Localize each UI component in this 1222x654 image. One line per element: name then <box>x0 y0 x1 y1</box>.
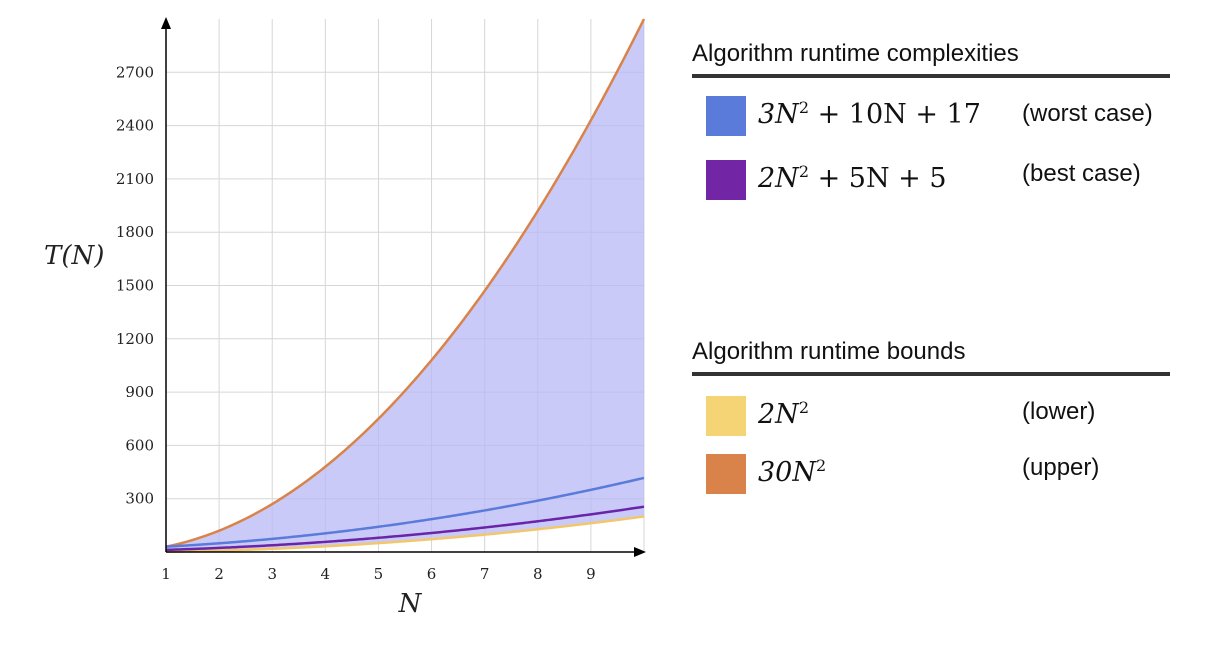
legend-item-upper: 30N2 (upper) <box>692 444 1170 502</box>
y-tick-label: 2700 <box>116 63 154 81</box>
y-axis-label: T(N) <box>44 241 104 271</box>
formula-exponent: 2 <box>815 456 827 475</box>
y-tick-label: 900 <box>125 383 154 401</box>
series-line-3n-2-10n-17 <box>165 476 645 548</box>
legend-heading-bounds: Algorithm runtime bounds <box>692 338 1170 376</box>
y-tick-label: 300 <box>125 490 154 508</box>
y-tick-label: 1500 <box>116 277 154 295</box>
y-tick-label: 2400 <box>116 117 154 135</box>
formula-text: 3N <box>758 99 799 130</box>
lower-bound-swatch <box>706 396 746 436</box>
y-tick-label: 600 <box>125 436 154 454</box>
y-tick-label: 1800 <box>116 223 154 241</box>
worst-case-formula: 3N2 + 10N + 17 <box>758 98 981 130</box>
x-tick-label: 9 <box>586 565 596 583</box>
formula-text: 2N <box>758 399 799 430</box>
upper-bound-note: (upper) <box>1022 454 1100 481</box>
legend-item-best-case: 2N2 + 5N + 5 (best case) <box>692 146 1170 204</box>
formula-text: 30N <box>758 457 816 488</box>
worst-case-note: (worst case) <box>1022 100 1153 127</box>
legend-heading-complexities: Algorithm runtime complexities <box>692 40 1170 78</box>
lower-bound-formula: 2N2 <box>758 398 809 430</box>
series-line-2n-2-5n-5 <box>165 505 645 552</box>
legend-bounds: Algorithm runtime bounds 2N2 (lower) 30N… <box>692 338 1170 502</box>
worst-case-swatch <box>706 96 746 136</box>
x-tick-label: 1 <box>161 565 171 583</box>
bounds-shaded-region <box>166 19 644 552</box>
x-tick-label: 5 <box>374 565 384 583</box>
upper-bound-formula: 30N2 <box>758 456 826 488</box>
series-line-30n-2 <box>165 18 646 548</box>
x-tick-label: 8 <box>533 565 543 583</box>
x-axis-label: N <box>398 589 423 619</box>
axes <box>161 17 646 557</box>
x-tick-label: 6 <box>427 565 437 583</box>
legend-item-worst-case: 3N2 + 10N + 17 (worst case) <box>692 88 1170 146</box>
y-tick-label: 2100 <box>116 170 154 188</box>
formula-exponent: 2 <box>798 398 809 417</box>
series-line-2n-2 <box>165 515 645 553</box>
best-case-formula: 2N2 + 5N + 5 <box>758 162 947 194</box>
legend-item-lower: 2N2 (lower) <box>692 386 1170 444</box>
x-tick-label: 2 <box>214 565 224 583</box>
x-tick-label: 7 <box>480 565 490 583</box>
series-lines <box>165 18 646 553</box>
best-case-swatch <box>706 160 746 200</box>
formula-text: + 5N + 5 <box>809 163 947 194</box>
legend-complexities: Algorithm runtime complexities 3N2 + 10N… <box>692 40 1170 204</box>
formula-text: + 10N + 17 <box>809 99 981 130</box>
y-tick-label: 1200 <box>116 330 154 348</box>
x-tick-label: 3 <box>267 565 277 583</box>
upper-bound-swatch <box>706 454 746 494</box>
x-axis-arrow <box>634 547 646 557</box>
formula-exponent: 2 <box>798 162 809 181</box>
best-case-note: (best case) <box>1022 160 1141 187</box>
tick-labels: 1 2 3 4 5 6 7 8 9 300 600 900 1200 1500 1800 2100 2400 27… <box>116 63 596 583</box>
runtime-chart: 1 2 3 4 5 6 7 8 9 300 600 900 1200 1500 1800 2100 2400 27… <box>44 17 646 619</box>
y-axis-arrow <box>161 17 171 29</box>
formula-exponent: 2 <box>798 98 809 117</box>
x-tick-label: 4 <box>321 565 331 583</box>
lower-bound-note: (lower) <box>1022 398 1096 425</box>
formula-text: 2N <box>758 163 799 194</box>
